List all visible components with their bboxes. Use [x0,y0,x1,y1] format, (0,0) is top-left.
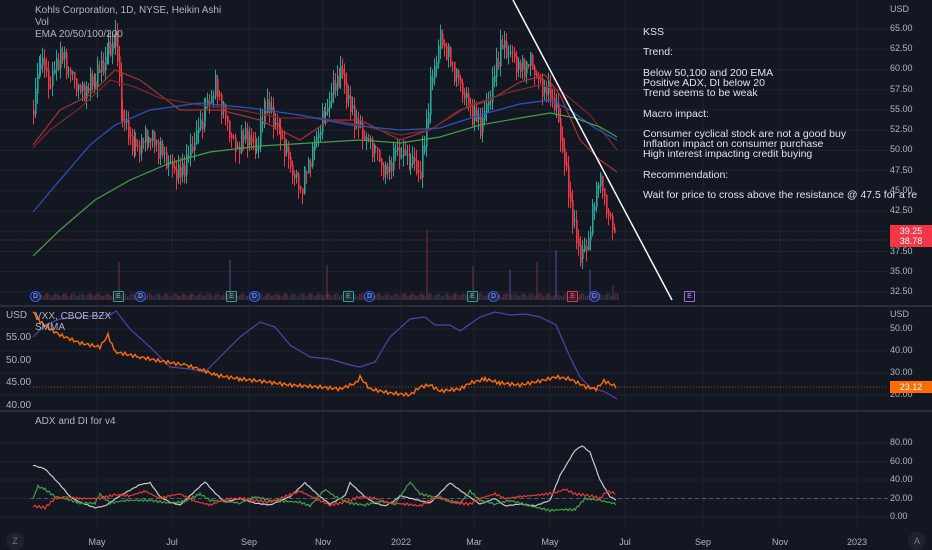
vxx-right-tick: 40.00 [890,345,913,355]
price-tick: 35.00 [890,265,913,276]
price-tick: 45.00 [890,184,913,195]
time-label: 2022 [390,537,412,547]
vxx-left-tick: 45.00 [6,377,32,388]
dividend-marker[interactable]: D [135,291,146,302]
vxx-left-tick: 40.00 [6,400,32,411]
auto-scale-button[interactable]: A [908,532,926,550]
note-line: Below 50,100 and 200 EMA [643,66,774,79]
adx-tick: 40.00 [890,474,913,484]
vxx-left-tick: 50.00 [6,355,32,366]
time-label: Jul [619,537,631,547]
last-price-tag: 39.25 [890,225,932,237]
earnings-marker[interactable]: E [467,291,478,302]
note-line: Consumer cyclical stock are not a good b… [643,128,847,141]
note-line: KSS [643,26,665,38]
adx-tick: 0.00 [890,511,908,521]
vxx-right-tick: 30.00 [890,367,913,377]
pane-divider[interactable] [0,410,932,412]
price-tick: 42.50 [890,205,913,216]
ema-indicator-label[interactable]: EMA 20/50/100/200 [35,29,123,40]
time-label: Sep [240,537,258,547]
time-label: Nov [314,537,332,547]
vxx-right-tick: 20.00 [890,389,913,399]
dividend-marker[interactable]: D [589,291,600,302]
analysis-text-note[interactable]: KSS Trend: Below 50,100 and 200 EMA Posit… [643,26,918,202]
smma-label[interactable]: SMMA [35,322,65,333]
note-line: Wait for price to cross above the resist… [643,189,918,202]
adx-title[interactable]: ADX and DI for v4 [35,416,116,427]
time-label: Nov [771,537,789,547]
vxx-chart[interactable] [0,307,932,410]
time-label: Jul [166,537,178,547]
dividend-marker[interactable]: D [488,291,499,302]
adx-tick: 80.00 [890,437,913,447]
time-label: 2023 [846,537,868,547]
pane-divider[interactable] [0,305,932,307]
symbol-title[interactable]: Kohls Corporation, 1D, NYSE, Heikin Ashi [35,5,222,16]
vxx-title[interactable]: VXX, CBOE BZX [35,311,112,322]
price-tick: 50.00 [890,144,913,155]
price-tick: 37.50 [890,245,913,256]
price-tick: 57.50 [890,83,913,94]
time-label: Mar [466,537,482,547]
note-line: Trend seems to be weak [643,87,758,100]
vxx-last-value-tag: 23.12 [890,381,932,393]
time-label: May [88,537,106,547]
note-line: Recommendation: [643,168,729,181]
adx-tick: 60.00 [890,455,913,466]
zoom-button[interactable]: Z [6,532,24,550]
price-chart[interactable] [0,0,932,305]
earnings-marker[interactable]: E [684,291,695,302]
adx-tick: 20.00 [890,492,913,503]
earnings-marker[interactable]: E [113,291,124,302]
dividend-marker[interactable]: D [30,291,41,302]
vxx-pane[interactable]: USD VXX, CBOE BZX SMMA USD 50.00 40.00 30.… [0,307,932,411]
vxx-axis-currency: USD [890,309,910,319]
note-line: Macro impact: [643,107,709,120]
price-tick: 55.00 [890,103,913,114]
earnings-marker[interactable]: E [567,291,578,302]
note-line: Positive ADX, DI below 20 [643,77,765,90]
vxx-left-tick: 55.00 [6,332,32,343]
vxx-left-currency: USD [6,310,28,321]
note-line [643,37,917,47]
vxx-right-tick: 50.00 [890,323,913,333]
adx-chart[interactable] [0,412,932,530]
dividend-marker[interactable]: D [364,291,375,302]
note-line: High interest impacting credit buying [643,148,813,161]
time-label: May [541,537,559,547]
earnings-marker[interactable]: E [343,291,354,302]
note-line: Inflation impact on consumer purchase [643,138,824,151]
price-tick: 47.50 [890,164,913,175]
note-line: Trend: [643,46,673,59]
chart-legend: Kohls Corporation, 1D, NYSE, Heikin Ashi… [35,5,221,41]
last-price-tag-low: 38.78 [890,235,932,247]
earnings-marker[interactable]: E [226,291,237,302]
price-tick: 32.50 [890,286,913,296]
volume-indicator-label[interactable]: Vol [35,17,49,28]
price-tick: 62.50 [890,43,913,54]
price-tick: 60.00 [890,63,913,74]
dividend-marker[interactable]: D [249,291,260,302]
time-label: Sep [694,537,712,547]
adx-pane[interactable]: ADX and DI for v4 80.00 60.00 40.00 20.00 0.… [0,412,932,530]
price-axis-currency: USD [890,4,910,14]
price-tick: 52.50 [890,124,913,135]
price-tick: 65.00 [890,23,913,33]
price-pane[interactable]: Kohls Corporation, 1D, NYSE, Heikin Ashi… [0,0,932,305]
